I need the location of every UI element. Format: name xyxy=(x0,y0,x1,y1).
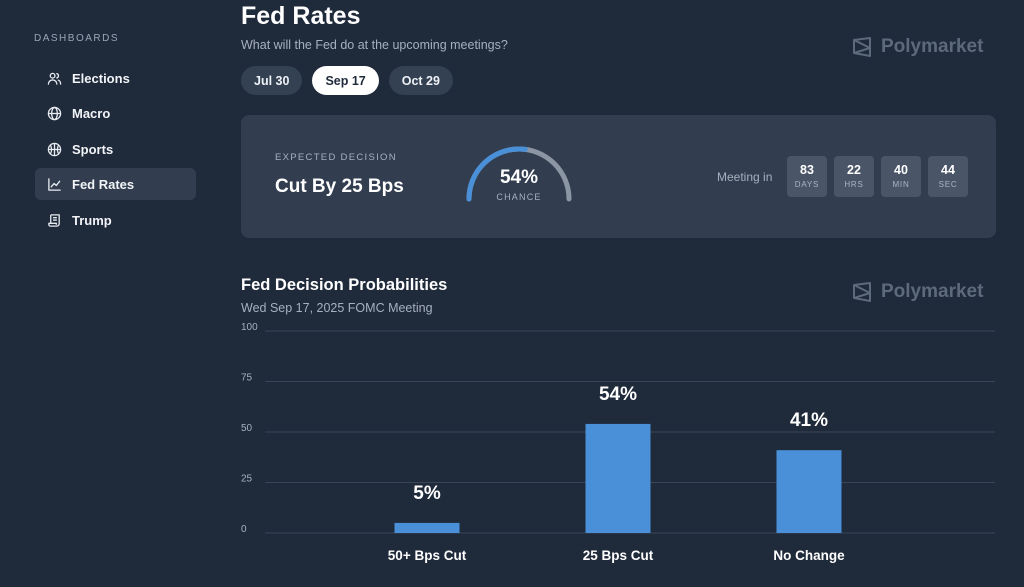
countdown-value: 83 xyxy=(800,163,814,177)
x-category-label: 50+ Bps Cut xyxy=(388,548,467,563)
sidebar-item-label: Elections xyxy=(72,70,130,86)
y-tick-label: 25 xyxy=(241,474,253,485)
basketball-icon xyxy=(46,141,62,157)
chance-caption: CHANCE xyxy=(496,192,542,202)
tab-oct-29[interactable]: Oct 29 xyxy=(388,66,453,95)
sidebar-item-trump[interactable]: Trump xyxy=(35,204,196,236)
page-subtitle: What will the Fed do at the upcoming mee… xyxy=(241,38,508,52)
y-tick-label: 100 xyxy=(241,322,258,333)
meeting-in-label: Meeting in xyxy=(717,170,773,184)
countdown-value: 22 xyxy=(847,163,861,177)
x-category-label: No Change xyxy=(773,548,845,563)
bar-data-label: 54% xyxy=(599,384,637,405)
brand-name: Polymarket xyxy=(881,36,984,57)
bar xyxy=(394,522,460,533)
globe-icon xyxy=(46,105,62,121)
tab-sep-17[interactable]: Sep 17 xyxy=(312,66,379,95)
scroll-icon xyxy=(46,212,62,228)
countdown-hours: 22 HRS xyxy=(834,156,874,197)
chart-subtitle: Wed Sep 17, 2025 FOMC Meeting xyxy=(241,301,433,315)
sidebar-item-label: Macro xyxy=(72,105,111,121)
countdown-value: 44 xyxy=(941,163,955,177)
countdown-value: 40 xyxy=(894,163,908,177)
page-title: Fed Rates xyxy=(241,2,361,30)
bar xyxy=(776,450,842,533)
gauge-fill xyxy=(466,146,528,202)
sidebar-item-label: Sports xyxy=(72,141,114,157)
polymarket-logo: Polymarket xyxy=(851,36,983,58)
y-tick-label: 50 xyxy=(241,423,253,434)
brand-name: Polymarket xyxy=(881,281,984,302)
bar xyxy=(585,423,651,533)
sidebar: DASHBOARDS Elections Macro Sports Fed Ra… xyxy=(0,0,210,587)
chart-title: Fed Decision Probabilities xyxy=(241,276,448,294)
polymarket-icon xyxy=(853,37,871,57)
bar-data-label: 5% xyxy=(413,483,441,504)
probability-bar-chart: 0 25 50 75 100 5% 50+ Bps Cut 54% 25 Bps Cut 41% N… xyxy=(241,322,995,563)
sidebar-item-fed-rates[interactable]: Fed Rates xyxy=(35,168,196,200)
sidebar-item-sports[interactable]: Sports xyxy=(35,133,196,165)
countdown-minutes: 40 MIN xyxy=(881,156,921,197)
sidebar-item-macro[interactable]: Macro xyxy=(35,97,196,129)
countdown-seconds: 44 SEC xyxy=(928,156,968,197)
countdown-unit: DAYS xyxy=(794,180,820,189)
polymarket-logo: Polymarket xyxy=(851,281,983,303)
y-tick-label: 0 xyxy=(241,524,247,535)
tab-jul-30[interactable]: Jul 30 xyxy=(241,66,303,95)
sidebar-item-label: Trump xyxy=(72,212,112,228)
sidebar-item-elections[interactable]: Elections xyxy=(35,62,196,94)
expected-decision-value: Cut By 25 Bps xyxy=(275,176,404,197)
sidebar-item-label: Fed Rates xyxy=(72,176,135,192)
countdown-unit: MIN xyxy=(892,180,910,189)
line-chart-icon xyxy=(46,176,62,192)
meeting-tabs: Jul 30 Sep 17 Oct 29 xyxy=(241,66,453,95)
x-category-label: 25 Bps Cut xyxy=(583,548,654,563)
polymarket-icon xyxy=(853,282,871,302)
countdown-unit: SEC xyxy=(938,180,958,189)
sidebar-heading: DASHBOARDS xyxy=(34,33,120,44)
chance-gauge xyxy=(466,146,572,202)
countdown-days: 83 DAYS xyxy=(787,156,827,197)
y-tick-label: 75 xyxy=(241,373,253,384)
users-icon xyxy=(46,70,62,86)
expected-decision-card: EXPECTED DECISION Cut By 25 Bps 54% CHAN… xyxy=(241,115,996,238)
expected-decision-label: EXPECTED DECISION xyxy=(275,152,397,163)
bar-data-label: 41% xyxy=(790,410,828,431)
countdown-unit: HRS xyxy=(844,180,864,189)
chance-value: 54% xyxy=(499,167,539,188)
